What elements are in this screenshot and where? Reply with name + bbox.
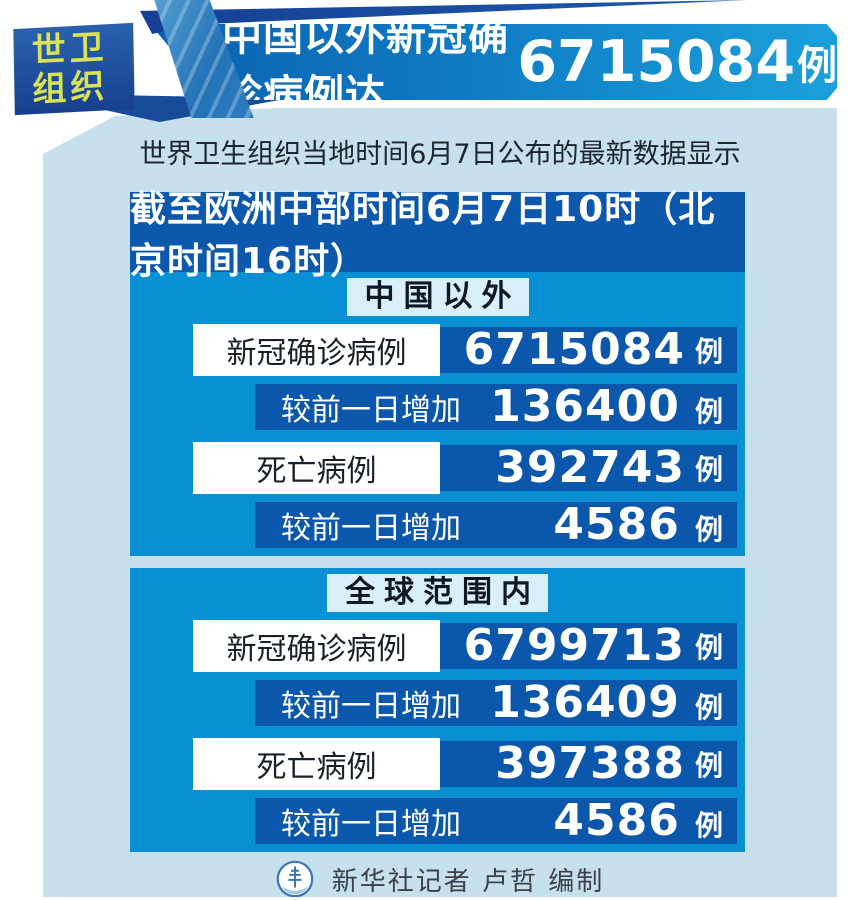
stat-label: 死亡病例: [193, 442, 440, 494]
stat-row-deaths: 死亡病例 392743 例: [193, 442, 737, 494]
stat-label: 新冠确诊病例: [193, 324, 440, 376]
stat-unit: 例: [694, 749, 723, 782]
stat-label: 较前一日增加: [281, 807, 461, 842]
stat-value-group: 4586 例: [553, 502, 723, 548]
headline-text: 中国以外新冠确诊病例达: [222, 14, 509, 118]
stat-unit: 例: [694, 512, 723, 546]
stat-value: 4586: [553, 498, 680, 550]
stat-unit: 例: [694, 690, 723, 724]
section-global: 全球范围内 新冠确诊病例 6799713 例 较前一日增加 136409 例 死…: [130, 568, 745, 852]
stat-value: 397388: [495, 738, 685, 789]
stat-unit: 例: [694, 453, 723, 486]
stat-value-band: 392743 例: [440, 445, 737, 491]
content-panel: 世界卫生组织当地时间6月7日公布的最新数据显示 截至欧洲中部时间6月7日10时（…: [43, 108, 837, 897]
stat-label: 较前一日增加: [281, 689, 461, 724]
stat-row-confirmed: 新冠确诊病例 6799713 例: [193, 620, 737, 672]
subtitle: 世界卫生组织当地时间6月7日公布的最新数据显示: [139, 139, 741, 170]
who-badge-line1: 世卫: [31, 27, 108, 72]
stat-label: 较前一日增加: [281, 511, 461, 546]
stat-value: 136400: [490, 380, 680, 432]
who-badge: 世卫 组织: [13, 22, 135, 116]
credit-text: 新华社记者 卢哲 编制: [331, 866, 605, 897]
who-badge-line2: 组织: [32, 66, 109, 111]
stat-unit: 例: [694, 808, 723, 842]
stat-row-deaths-increase: 较前一日增加 4586 例: [255, 798, 737, 844]
stat-value: 6799713: [463, 620, 685, 671]
footer: 新华社记者 卢哲 编制: [43, 860, 837, 897]
section-outside-china: 中国以外 新冠确诊病例 6715084 例 较前一日增加 136400 例 死亡…: [130, 272, 745, 556]
headline-number: 6715084: [517, 28, 795, 95]
stat-value: 4586: [553, 794, 680, 846]
stat-row-deaths: 死亡病例 397388 例: [193, 738, 737, 790]
stat-row-confirmed-increase: 较前一日增加 136409 例: [255, 680, 737, 726]
stat-label: 死亡病例: [193, 738, 440, 790]
as-of-bar: 截至欧洲中部时间6月7日10时（北京时间16时）: [130, 189, 745, 282]
stat-value: 392743: [495, 442, 685, 493]
stat-label: 新冠确诊病例: [193, 620, 440, 672]
headline-banner: 中国以外新冠确诊病例达 6715084 例: [150, 24, 837, 100]
stat-unit: 例: [694, 394, 723, 428]
stat-unit: 例: [694, 335, 723, 368]
stat-value: 136409: [490, 676, 680, 728]
stat-value-band: 397388 例: [440, 741, 737, 787]
stat-value-band: 6715084 例: [440, 327, 737, 373]
stat-label: 较前一日增加: [281, 393, 461, 428]
stat-value-group: 136400 例: [490, 384, 723, 430]
stat-row-confirmed: 新冠确诊病例 6715084 例: [193, 324, 737, 376]
stat-unit: 例: [694, 631, 723, 664]
section-title-chip: 中国以外: [346, 278, 529, 316]
section-title-chip: 全球范围内: [327, 574, 548, 612]
stat-value-band: 6799713 例: [440, 623, 737, 669]
stat-value-group: 136409 例: [490, 680, 723, 726]
xinhua-logo-icon: [276, 860, 314, 897]
stat-row-deaths-increase: 较前一日增加 4586 例: [255, 502, 737, 548]
stat-value: 6715084: [463, 324, 685, 375]
headline-unit: 例: [797, 43, 837, 89]
stat-value-group: 4586 例: [553, 798, 723, 844]
stat-row-confirmed-increase: 较前一日增加 136400 例: [255, 384, 737, 430]
